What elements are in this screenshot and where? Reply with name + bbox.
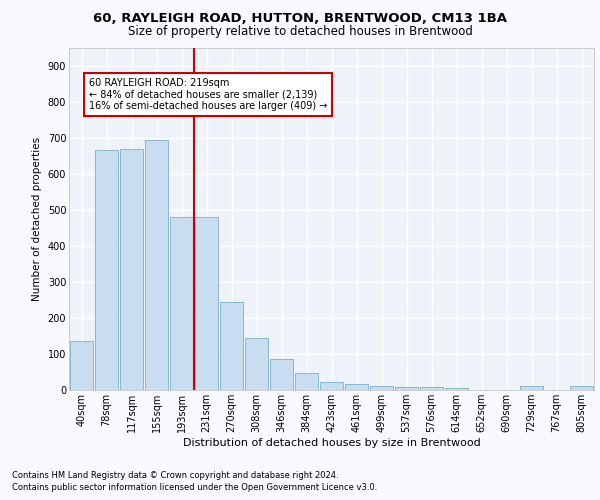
Bar (344, 384, 368, 390)
Bar (295, 372, 319, 390)
Y-axis label: Number of detached properties: Number of detached properties (32, 136, 42, 301)
Text: Contains public sector information licensed under the Open Government Licence v3: Contains public sector information licen… (12, 484, 377, 492)
Bar (70, 342, 94, 390)
Bar (194, 217, 218, 390)
X-axis label: Distribution of detached houses by size in Brentwood: Distribution of detached houses by size … (182, 438, 481, 448)
Text: Size of property relative to detached houses in Brentwood: Size of property relative to detached ho… (128, 25, 472, 38)
Text: 60, RAYLEIGH ROAD, HUTTON, BRENTWOOD, CM13 1BA: 60, RAYLEIGH ROAD, HUTTON, BRENTWOOD, CM… (93, 12, 507, 26)
Bar (520, 386, 544, 390)
Bar (119, 149, 143, 390)
Bar (95, 150, 118, 390)
Bar (395, 387, 418, 390)
Bar (220, 302, 244, 390)
Bar (145, 140, 169, 390)
Bar (320, 382, 343, 390)
Text: 60 RAYLEIGH ROAD: 219sqm
← 84% of detached houses are smaller (2,139)
16% of sem: 60 RAYLEIGH ROAD: 219sqm ← 84% of detach… (89, 78, 328, 112)
Bar (245, 338, 268, 390)
Bar (170, 217, 193, 390)
Bar (370, 386, 394, 390)
Bar (419, 387, 443, 390)
Bar (569, 386, 593, 390)
Bar (445, 388, 469, 390)
Text: Contains HM Land Registry data © Crown copyright and database right 2024.: Contains HM Land Registry data © Crown c… (12, 471, 338, 480)
Bar (269, 360, 293, 390)
